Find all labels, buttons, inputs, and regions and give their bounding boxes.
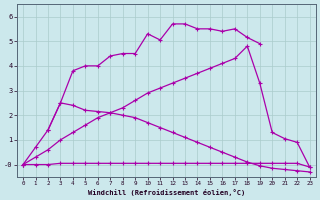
X-axis label: Windchill (Refroidissement éolien,°C): Windchill (Refroidissement éolien,°C) [88,189,245,196]
